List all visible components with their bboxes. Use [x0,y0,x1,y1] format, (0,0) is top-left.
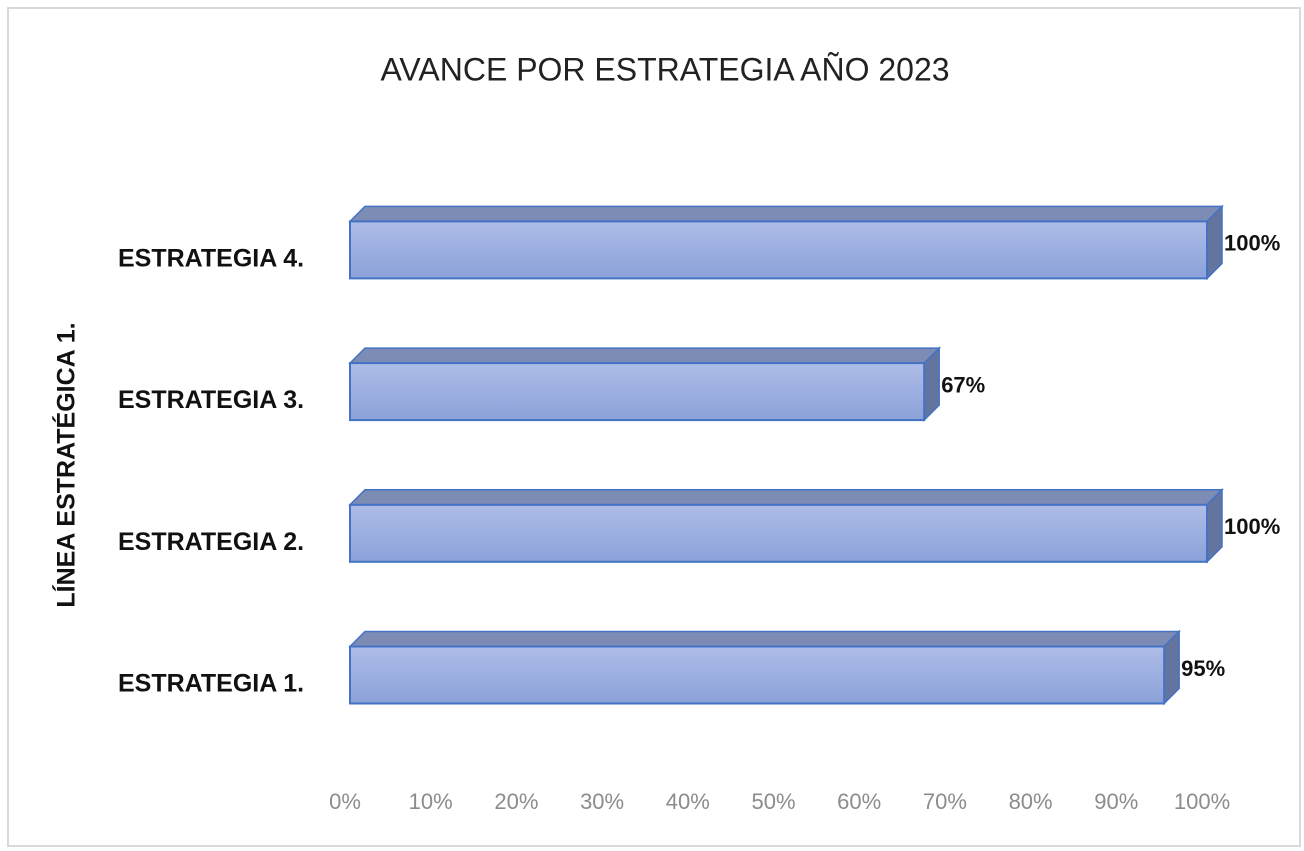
value-label: 95% [1181,656,1225,681]
bar [349,362,926,422]
bar-top-face [348,630,1181,648]
x-tick-label: 20% [494,789,538,814]
x-tick-label: 100% [1174,789,1230,814]
bar [349,645,1166,705]
bar [349,503,1208,563]
y-axis-label: LÍNEA ESTRATÉGICA 1. [52,322,81,607]
chart-title: AVANCE POR ESTRATEGIA AÑO 2023 [380,51,949,87]
x-tick-label: 70% [923,789,967,814]
bar-top-face [348,205,1224,223]
chart-frame [7,7,1301,847]
bar [349,220,1208,280]
x-tick-label: 50% [751,789,795,814]
y-tick-label: ESTRATEGIA 2. [118,528,304,556]
x-tick-label: 0% [329,789,361,814]
x-tick-label: 30% [580,789,624,814]
x-tick-label: 10% [409,789,453,814]
y-tick-label: ESTRATEGIA 3. [118,386,304,414]
x-tick-label: 90% [1094,789,1138,814]
bar-top-face [348,489,1224,506]
x-tick-label: 80% [1009,789,1053,814]
bar-top-face [348,347,942,364]
y-tick-label: ESTRATEGIA 1. [118,670,304,698]
value-label: 100% [1224,231,1280,256]
value-label: 100% [1224,514,1280,539]
x-tick-label: 60% [837,789,881,814]
y-tick-label: ESTRATEGIA 4. [118,245,304,273]
value-label: 67% [941,372,985,397]
x-tick-label: 40% [666,789,710,814]
